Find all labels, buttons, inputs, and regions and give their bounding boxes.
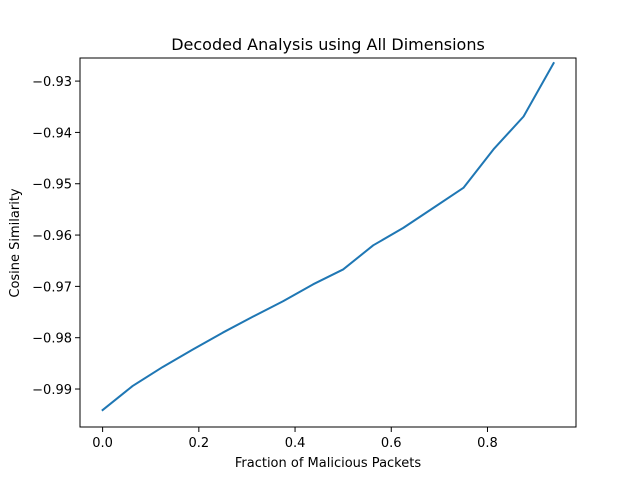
y-tick-label: −0.99 [32, 383, 72, 398]
x-tick-label: 0.4 [285, 436, 306, 451]
y-tick-label: −0.97 [32, 280, 72, 295]
x-tick-label: 0.0 [92, 436, 113, 451]
y-tick-label: −0.94 [32, 126, 72, 141]
y-tick-label: −0.95 [32, 178, 72, 193]
y-axis-label: Cosine Similarity [8, 188, 23, 298]
chart-title: Decoded Analysis using All Dimensions [171, 35, 485, 54]
y-tick-label: −0.98 [32, 332, 72, 347]
plot-area: 0.0 0.2 0.4 0.6 0.8 −0.99 −0.98 −0.97 −0.96 −0.95… [32, 57, 577, 451]
x-axis-label: Fraction of Malicious Packets [235, 456, 421, 471]
x-tick-label: 0.8 [477, 436, 498, 451]
series-line-0 [101, 61, 555, 412]
axes-frame [79, 57, 577, 428]
y-tick-label: −0.93 [32, 75, 72, 90]
x-tick-label: 0.2 [188, 436, 209, 451]
y-tick-label: −0.96 [32, 229, 72, 244]
x-tick-label: 0.6 [381, 436, 402, 451]
